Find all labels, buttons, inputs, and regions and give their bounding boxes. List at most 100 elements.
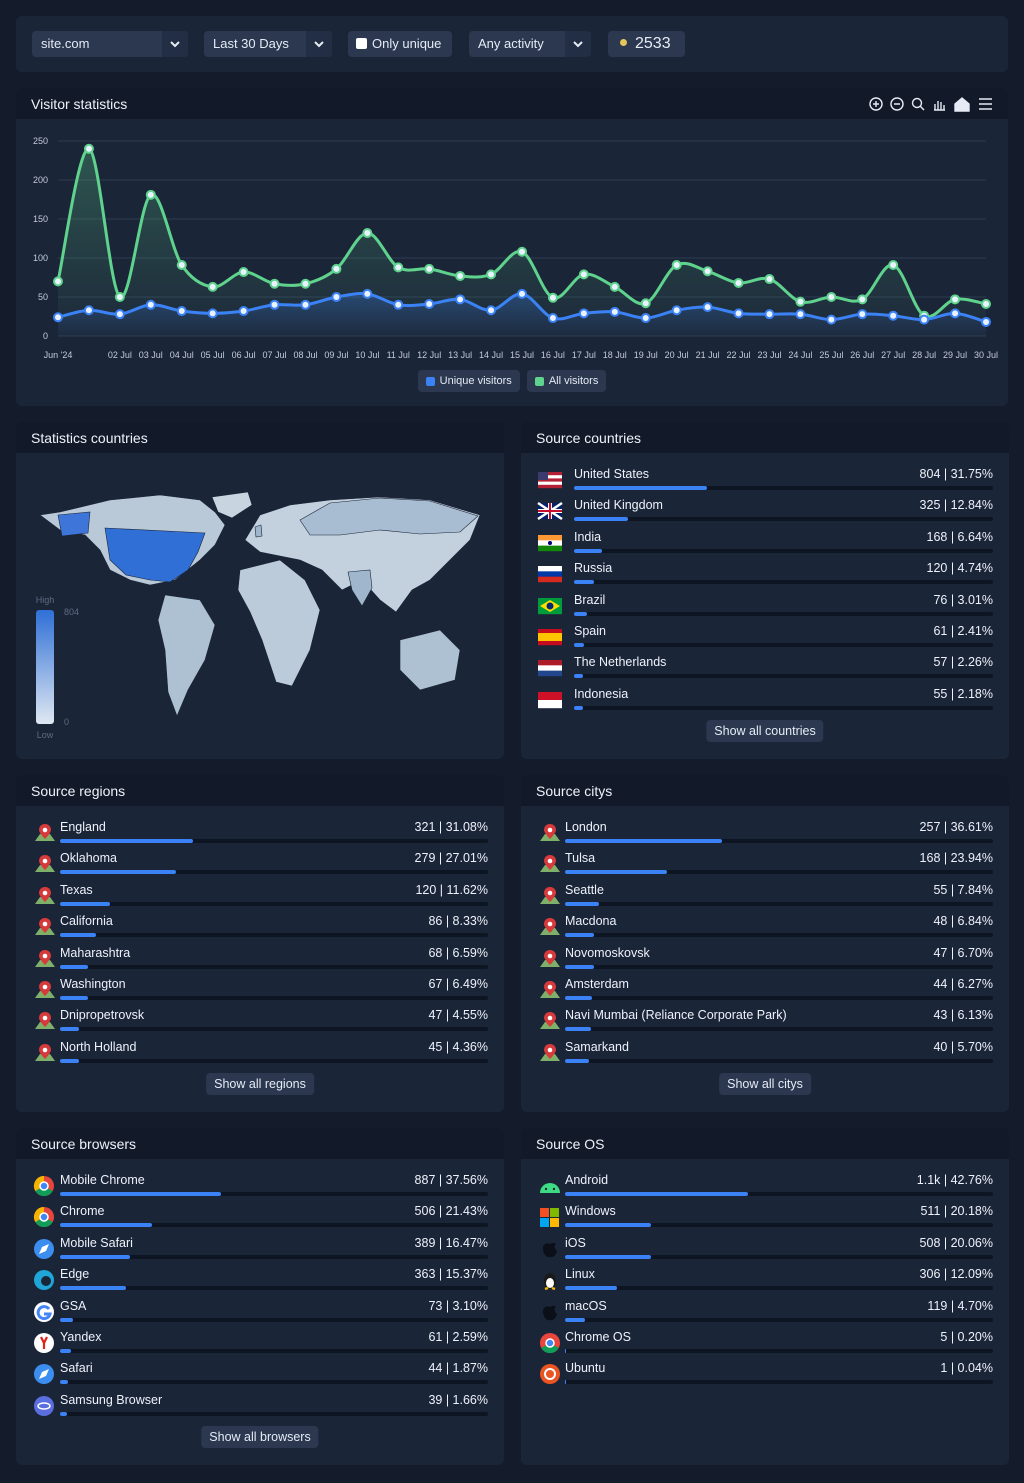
legend-label: Unique visitors (439, 375, 512, 387)
icon-shape (547, 921, 553, 927)
bar (60, 1223, 152, 1228)
icon-shape (35, 1186, 53, 1197)
icon-shape (545, 1338, 555, 1348)
icon-shape (547, 953, 553, 958)
bar-track (565, 1349, 993, 1353)
show-all-button[interactable]: Show all regions (206, 1073, 314, 1095)
period-select[interactable]: Last 30 Days (204, 31, 332, 57)
show-all-button[interactable]: Show all browsers (201, 1426, 319, 1448)
icon-shape (547, 1047, 553, 1053)
show-all-button[interactable]: Show all citys (719, 1073, 811, 1095)
item-name: Linux (565, 1267, 595, 1282)
legend-item[interactable]: Unique visitors (417, 370, 520, 392)
bar (60, 1192, 221, 1196)
icon-shape (544, 1187, 548, 1191)
unique-toggle[interactable]: Only unique (348, 31, 452, 57)
item-name: Washington (60, 977, 126, 991)
icon-shape (39, 1243, 49, 1254)
panel-title: Source citys (536, 783, 613, 799)
icon-shape (538, 566, 562, 572)
panel-header (521, 775, 1009, 806)
icon-shape (42, 827, 48, 833)
icon-shape (538, 478, 562, 482)
item-name: Samsung Browser (60, 1392, 163, 1407)
item-icon (35, 949, 55, 967)
item-name: macOS (565, 1298, 607, 1313)
bar (565, 933, 595, 938)
activity-select[interactable]: Any activity (469, 31, 591, 57)
icon-shape (538, 534, 562, 541)
bar-track (574, 517, 993, 522)
bar-track (60, 870, 488, 875)
bar-track (60, 1254, 488, 1259)
item-value: 321 | 31.08% (414, 820, 488, 834)
panel-header (521, 1128, 1009, 1159)
item-name: Android (565, 1173, 609, 1187)
icon-shape (538, 691, 562, 700)
item-icon (35, 918, 55, 936)
item-icon (538, 691, 562, 708)
item-name: Dnipropetrovsk (60, 1008, 145, 1023)
item-icon (33, 1207, 54, 1228)
icon-shape (542, 1305, 557, 1320)
icon-shape (39, 1212, 49, 1223)
icon-shape (42, 984, 48, 990)
bar (565, 1058, 590, 1063)
bar (60, 964, 89, 969)
icon-shape (547, 827, 553, 833)
bar-track (60, 1027, 488, 1032)
bar-track (60, 933, 488, 938)
item-icon (35, 855, 55, 873)
bar (60, 1349, 72, 1353)
zoom-out[interactable] (890, 97, 904, 111)
item-icon (538, 629, 562, 646)
item-name: Samarkand (565, 1039, 629, 1054)
item-value: 389 | 16.47% (414, 1235, 488, 1250)
bar (60, 1317, 74, 1322)
item-value: 47 | 6.70% (933, 945, 993, 960)
icon-shape (538, 665, 562, 672)
item-name: Yandex (60, 1330, 102, 1344)
zoom-select[interactable] (911, 97, 925, 111)
zoom-in[interactable] (869, 97, 883, 111)
item-icon (540, 1183, 560, 1193)
pan[interactable] (934, 101, 945, 111)
icon-shape (540, 1218, 549, 1228)
map-title: Statistics countries (31, 430, 148, 446)
bar (60, 870, 176, 875)
icon-shape (540, 1208, 549, 1218)
item-icon (538, 472, 562, 489)
bar-track (60, 1192, 488, 1196)
item-value: 325 | 12.84% (919, 498, 993, 513)
item-icon (538, 597, 562, 614)
icon-shape (546, 602, 554, 610)
item-icon (542, 1242, 557, 1257)
checkbox[interactable] (356, 38, 367, 49)
bar (565, 1349, 566, 1353)
bar-track (565, 1192, 993, 1196)
item-icon (540, 1012, 560, 1030)
browsers-panel: Source browsers (16, 1128, 504, 1465)
item-icon (540, 886, 560, 904)
item-value: 40 | 5.70% (933, 1039, 993, 1054)
bar (565, 1192, 748, 1196)
icon-shape (39, 1369, 49, 1380)
item-name: Edge (60, 1267, 90, 1282)
reset[interactable] (954, 97, 970, 112)
bar-track (565, 964, 993, 969)
menu[interactable] (979, 98, 992, 110)
legend-item[interactable]: All visitors (526, 370, 607, 392)
item-value: 279 | 27.01% (414, 851, 488, 866)
icon-shape (544, 1368, 556, 1381)
show-all-button[interactable]: Show all countries (706, 720, 824, 742)
item-icon (542, 1305, 557, 1320)
item-value: 43 | 6.13% (933, 1008, 993, 1023)
bar-track (565, 1027, 993, 1032)
item-value: 168 | 6.64% (926, 529, 994, 544)
item-icon (544, 1273, 556, 1291)
item-name: Oklahoma (60, 851, 117, 866)
item-name: California (60, 914, 113, 929)
bar-track (565, 1254, 993, 1259)
site-select[interactable]: site.com (32, 31, 188, 57)
icon-shape (34, 1395, 54, 1416)
